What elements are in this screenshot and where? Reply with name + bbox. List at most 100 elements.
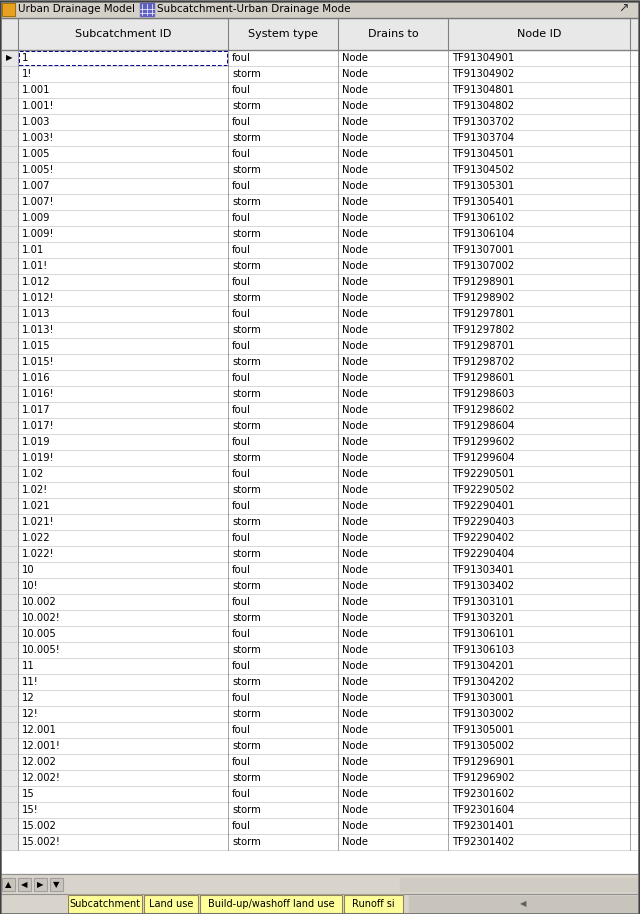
Text: Node: Node [342,501,368,511]
Text: 1.003: 1.003 [22,117,51,127]
Text: 12: 12 [22,693,35,703]
Text: 1!: 1! [22,69,33,79]
Text: 1.016!: 1.016! [22,389,54,399]
Text: ◀: ◀ [520,899,527,909]
Text: TF92301602: TF92301602 [452,789,515,799]
Bar [200,895,342,913]
Bar [0,274,18,290]
Text: Subcatchment: Subcatchment [70,899,141,909]
Bar [0,450,18,466]
Text: foul: foul [232,469,251,479]
Text: TF91304201: TF91304201 [452,661,515,671]
Text: 1.005: 1.005 [22,149,51,159]
Text: foul: foul [232,149,251,159]
Text: TF91307001: TF91307001 [452,245,515,255]
Text: TF91303402: TF91303402 [452,581,514,591]
Text: 15!: 15! [22,805,39,815]
Text: Node: Node [342,389,368,399]
Text: Node: Node [342,117,368,127]
Text: storm: storm [232,677,260,687]
Bar [0,674,18,690]
Text: 10: 10 [22,565,35,575]
Text: 1.012: 1.012 [22,277,51,287]
Text: storm: storm [232,389,260,399]
Text: TF91298902: TF91298902 [452,293,515,303]
Text: Node: Node [342,517,368,527]
Text: TF91304501: TF91304501 [452,149,515,159]
Text: 1.022!: 1.022! [22,549,54,559]
Text: storm: storm [232,197,260,207]
Text: TF91298602: TF91298602 [452,405,515,415]
Text: foul: foul [232,501,251,511]
Bar [0,546,18,562]
Text: foul: foul [232,661,251,671]
Bar [0,178,18,194]
Bar [2,878,15,891]
Text: TF92290403: TF92290403 [452,517,515,527]
Bar [0,194,18,210]
Text: 1.017: 1.017 [22,405,51,415]
Text: 12.001: 12.001 [22,725,57,735]
Text: storm: storm [232,709,260,719]
Bar [18,878,31,891]
Text: storm: storm [232,293,260,303]
Text: storm: storm [232,325,260,335]
Bar [0,818,18,834]
Text: 1.012!: 1.012! [22,293,54,303]
Bar [0,706,18,722]
Text: ↗: ↗ [618,2,628,15]
Text: 10.002!: 10.002! [22,613,61,623]
Text: Node: Node [342,437,368,447]
Text: 1.021: 1.021 [22,501,51,511]
Bar [0,626,18,642]
Text: Node: Node [342,197,368,207]
Bar [0,498,18,514]
Text: foul: foul [232,437,251,447]
Text: storm: storm [232,805,260,815]
Bar [2,878,15,891]
Text: foul: foul [232,725,251,735]
Text: Node: Node [342,485,368,495]
Text: storm: storm [232,453,260,463]
Bar [0,130,18,146]
Bar [0,754,18,770]
Bar [0,466,18,482]
Text: foul: foul [232,693,251,703]
Text: TF91296902: TF91296902 [452,773,515,783]
Text: Node: Node [342,277,368,287]
Text: 1.001: 1.001 [22,85,51,95]
Bar [0,722,18,738]
Text: Node: Node [342,581,368,591]
Text: ▶: ▶ [37,880,44,889]
Text: TF92290404: TF92290404 [452,549,515,559]
Text: Node: Node [342,597,368,607]
Text: Node ID: Node ID [517,29,561,39]
Text: TF91303704: TF91303704 [452,133,514,143]
Bar [0,834,18,850]
Bar [344,895,403,913]
Bar [0,562,18,578]
Text: TF91305301: TF91305301 [452,181,515,191]
Text: foul: foul [232,789,251,799]
Text: TF91299602: TF91299602 [452,437,515,447]
Text: TF92290402: TF92290402 [452,533,515,543]
Text: TF91303201: TF91303201 [452,613,515,623]
Text: Node: Node [342,837,368,847]
Text: foul: foul [232,117,251,127]
Text: Node: Node [342,309,368,319]
Bar [400,878,638,891]
Text: 1.01!: 1.01! [22,261,48,271]
Bar [68,895,143,913]
Text: Node: Node [342,373,368,383]
Text: Node: Node [342,213,368,223]
Bar [0,786,18,802]
Text: storm: storm [232,517,260,527]
Text: TF91306104: TF91306104 [452,229,515,239]
Bar [0,418,18,434]
Text: 11: 11 [22,661,35,671]
Text: TF91298604: TF91298604 [452,421,515,431]
Text: 10!: 10! [22,581,38,591]
Bar [0,610,18,626]
Text: foul: foul [232,821,251,831]
Bar [0,482,18,498]
